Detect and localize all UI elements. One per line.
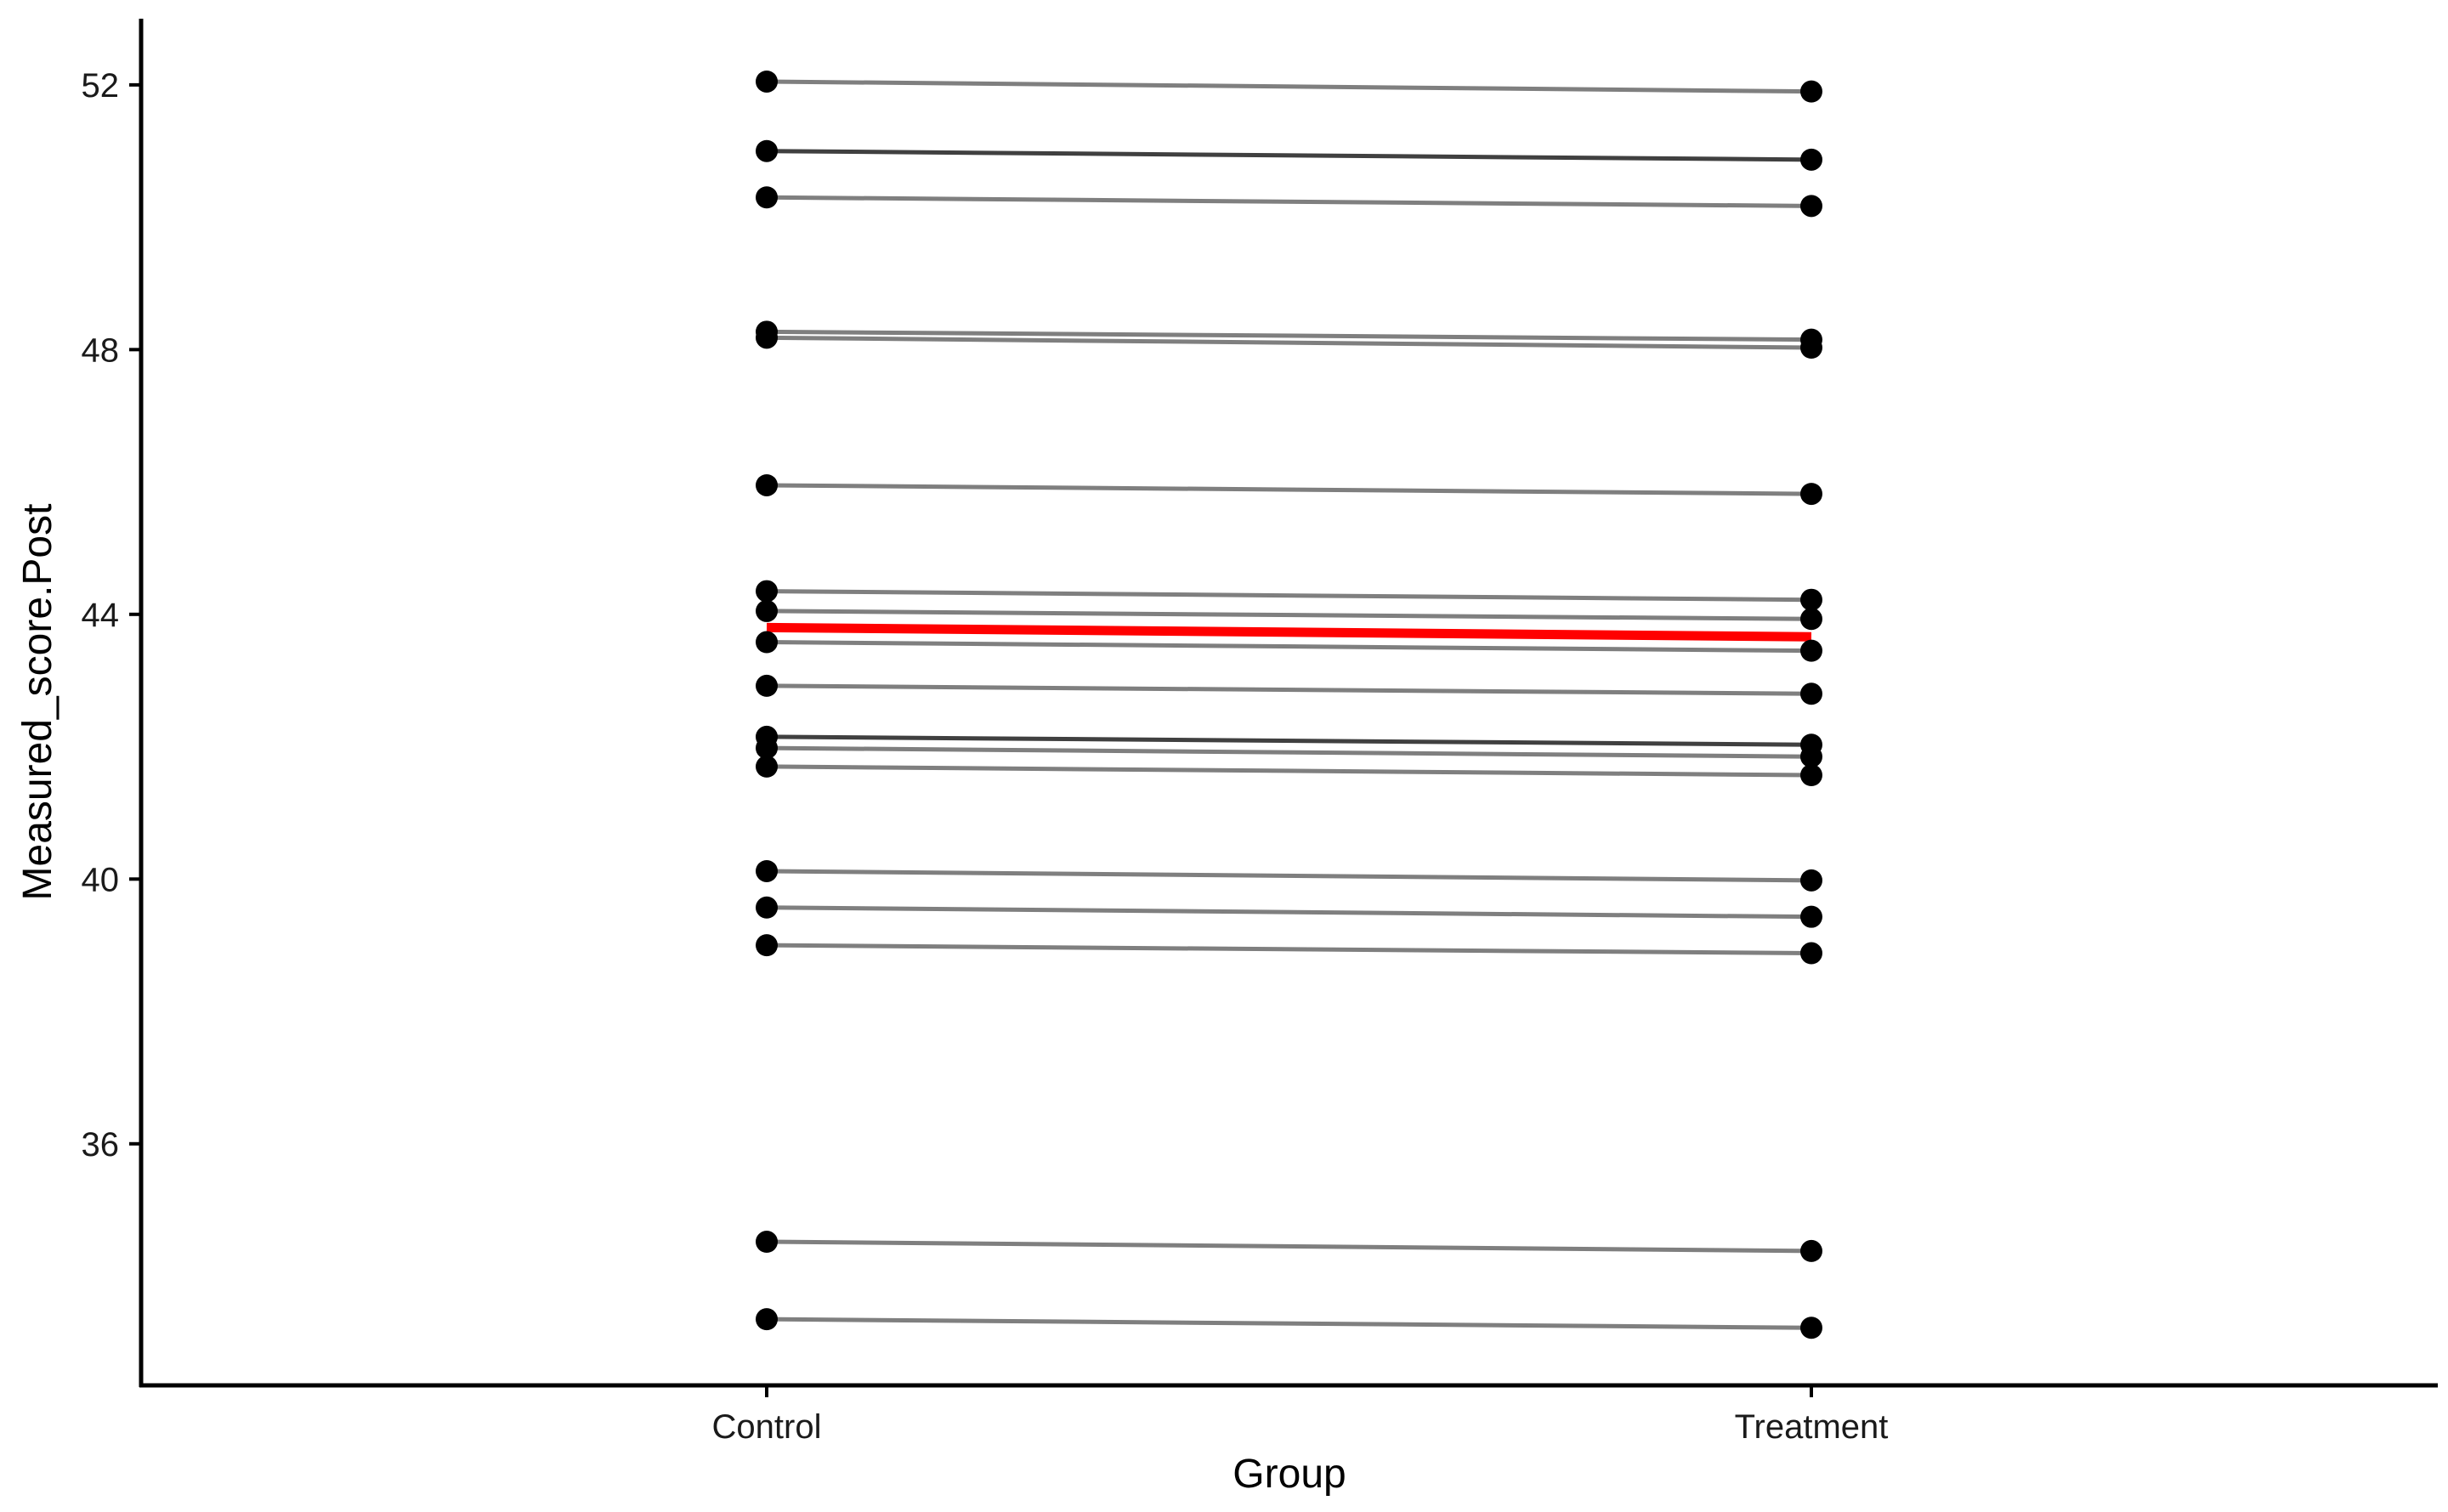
axes [139, 19, 2438, 1388]
data-point [756, 580, 778, 603]
subject-line [766, 589, 1812, 603]
data-point [1800, 764, 1822, 787]
data-point [1800, 148, 1822, 171]
data-point [1800, 80, 1822, 103]
data-point [756, 755, 778, 778]
subject-line [766, 764, 1812, 778]
data-point [1800, 483, 1822, 506]
subject-line [766, 683, 1812, 696]
x-axis-title: Group [1232, 1452, 1346, 1497]
x-axis-ticks: Control Treatment [712, 1385, 1889, 1446]
data-point [756, 139, 778, 162]
subject-line [766, 734, 1812, 747]
data-point [1800, 337, 1822, 360]
subject-line [766, 640, 1812, 654]
data-point [756, 896, 778, 919]
y-tick-label: 36 [82, 1126, 120, 1164]
y-axis-title: Measured_score.Post [15, 504, 60, 901]
data-point [1800, 869, 1822, 892]
data-point [1800, 195, 1822, 218]
data-point [756, 186, 778, 209]
data-point [1800, 639, 1822, 662]
subject-line [766, 745, 1812, 759]
data-point [1800, 682, 1822, 705]
data-point [1800, 1239, 1822, 1262]
subject-lines [766, 79, 1812, 1330]
data-point [756, 599, 778, 622]
subject-line [766, 335, 1812, 350]
data-point [1800, 608, 1822, 631]
subject-line [766, 149, 1812, 162]
data-point [1800, 905, 1822, 928]
subject-line [766, 1239, 1812, 1254]
subject-line [766, 329, 1812, 343]
subject-line [766, 79, 1812, 94]
mean-line-group [766, 622, 1812, 642]
subject-line [766, 943, 1812, 956]
mean-line [766, 622, 1812, 642]
data-point [756, 674, 778, 697]
data-point [756, 1231, 778, 1254]
y-axis-ticks: 36 40 44 48 52 [82, 67, 141, 1164]
data-point [756, 1308, 778, 1331]
y-tick-label: 52 [82, 67, 120, 105]
data-point [1800, 1317, 1822, 1339]
y-tick-label: 48 [82, 331, 120, 369]
subject-line [766, 609, 1812, 621]
data-point [756, 631, 778, 654]
subject-line [766, 195, 1812, 208]
subject-line [766, 483, 1812, 496]
data-point [756, 859, 778, 882]
data-point [756, 934, 778, 957]
data-point [756, 473, 778, 496]
subject-line [766, 869, 1812, 883]
data-point [756, 737, 778, 760]
data-point [1800, 942, 1822, 965]
subject-line [766, 1317, 1812, 1330]
data-point [1800, 588, 1822, 611]
y-tick-label: 40 [82, 861, 120, 898]
x-tick-label: Treatment [1735, 1408, 1889, 1446]
data-point [1800, 745, 1822, 768]
y-tick-label: 44 [82, 597, 120, 634]
x-tick-label: Control [712, 1408, 822, 1446]
data-point [756, 326, 778, 349]
subject-line [766, 905, 1812, 920]
data-point [756, 70, 778, 93]
data-points [756, 70, 1822, 1339]
